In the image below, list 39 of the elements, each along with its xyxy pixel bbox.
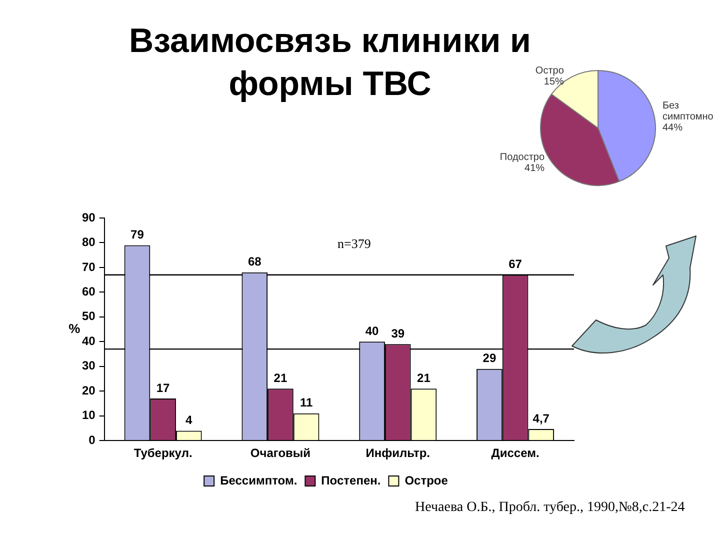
y-tick-label: 10 [82, 408, 96, 422]
legend-label: Постепен. [321, 473, 381, 488]
slice-label: Остро [535, 66, 564, 77]
data-label: 40 [365, 324, 380, 338]
y-axis-title: % [68, 320, 81, 336]
text: Нечаева О.Б., Пробл. тубер., 1990,№8,с.21-24 [415, 500, 685, 516]
y-tick-label: 40 [82, 334, 96, 348]
y-tick-label: 50 [82, 309, 96, 324]
y-tick-label: 70 [82, 260, 96, 274]
data-label: 21 [274, 370, 288, 385]
slice-label: Без симптомно [662, 100, 714, 122]
data-label: 79 [130, 228, 144, 242]
y-tick-label: 30 [82, 358, 96, 373]
y-tick-label: 20 [82, 383, 96, 398]
data-label: 15% [544, 76, 564, 88]
data-label: 11 [300, 396, 313, 410]
data-label: 17 [156, 380, 170, 395]
x-tick-label: Инфильтр. [366, 446, 430, 460]
y-tick-label: 80 [82, 235, 96, 250]
data-label: 68 [248, 254, 262, 269]
data-label: 29 [482, 351, 496, 366]
data-label: 4 [186, 413, 193, 428]
x-tick-label: Очаговый [250, 446, 311, 460]
legend-label: Острое [404, 473, 448, 488]
data-label: 41% [524, 162, 545, 174]
y-tick-label: 60 [82, 284, 96, 299]
y-tick-label: 0 [88, 432, 96, 447]
data-label: 4,7 [532, 411, 550, 426]
data-label: 39 [391, 326, 405, 340]
x-tick-label: Туберкул. [134, 446, 192, 460]
slice-label: Подостро [500, 152, 545, 163]
data-label: 67 [508, 257, 522, 272]
y-tick-label: 90 [82, 210, 96, 224]
data-label: 21 [417, 370, 431, 385]
x-tick-label: Диссем. [491, 446, 540, 460]
annotation: n=379 [338, 236, 371, 251]
chart-title: Взаимосвязь клиники и формы ТВС [129, 22, 531, 103]
legend-label: Бессимптом. [220, 473, 298, 488]
data-label: 44% [662, 122, 683, 134]
